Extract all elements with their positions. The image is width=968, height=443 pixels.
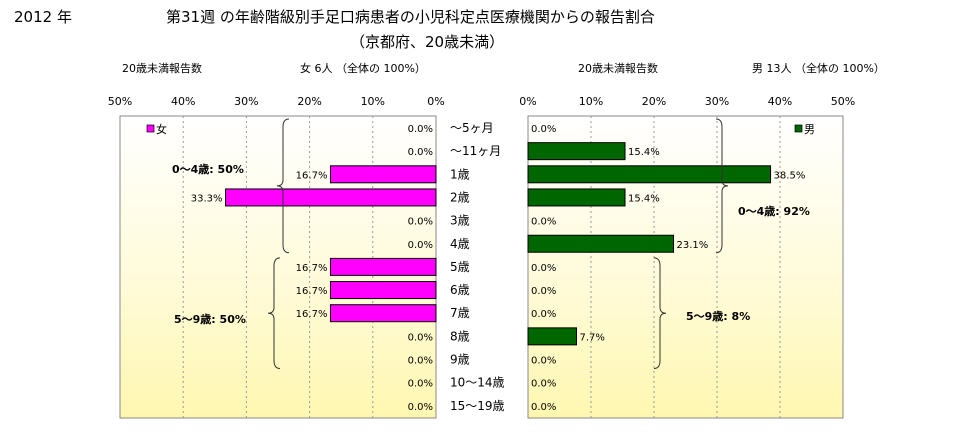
category-label: 9歳 [450,353,470,367]
right-annotation-5-9: 5～9歳: 8% [686,309,750,323]
left-report-total: 女 6人 （全体の 100%） [300,62,426,75]
female-data-label: 0.0% [408,217,433,228]
left-x-tick-label: 30% [234,95,258,108]
right-brace-5-9 [653,257,667,369]
left-annotation-5-9: 5～9歳: 50% [174,312,246,326]
male-data-label: 0.0% [531,263,556,274]
year-label: 2012 年 [14,8,72,26]
category-label: 15～19歳 [450,399,505,413]
male-bar [527,327,578,346]
category-label: 6歳 [450,283,470,297]
category-label: 8歳 [450,329,470,343]
male-data-label: 0.0% [531,309,556,320]
male-data-label: 0.0% [531,124,556,135]
male-data-label: 38.5% [774,170,806,181]
male-data-label: 15.4% [628,147,660,158]
category-label: 2歳 [450,190,470,204]
female-legend-swatch [146,124,155,133]
right-x-tick-label: 0% [519,95,536,108]
right-plot-area [527,115,844,419]
left-x-tick-label: 0% [427,95,444,108]
male-data-label: 7.7% [580,332,605,343]
left-x-tick-label: 20% [297,95,321,108]
male-bar [527,234,675,253]
female-data-label: 16.7% [296,309,328,320]
male-legend-swatch [794,124,803,133]
category-label: 3歳 [450,214,470,228]
category-label: 4歳 [450,237,470,251]
male-data-label: 0.0% [531,379,556,390]
right-x-tick-label: 50% [831,95,855,108]
female-data-label: 0.0% [408,332,433,343]
right-x-tick-label: 20% [642,95,666,108]
male-data-label: 0.0% [531,356,556,367]
left-x-tick-label: 10% [361,95,385,108]
left-x-tick-label: 40% [171,95,195,108]
right-x-tick-label: 30% [705,95,729,108]
left-brace-5-9 [267,257,281,369]
female-data-label: 16.7% [296,263,328,274]
male-data-label: 15.4% [628,193,660,204]
category-label: 1歳 [450,167,470,181]
chart-title: 第31週 の年齢階級別手足口病患者の小児科定点医療機関からの報告割合 [166,8,655,26]
right-brace-0-4 [715,118,729,254]
female-data-label: 0.0% [408,356,433,367]
right-annotation-0-4: 0～4歳: 92% [738,204,810,218]
female-data-label: 0.0% [408,379,433,390]
left-annotation-0-4: 0～4歳: 50% [172,162,244,176]
female-legend-label: 女 [156,122,167,136]
left-x-tick-label: 50% [108,95,132,108]
female-bar [329,165,437,184]
female-data-label: 0.0% [408,402,433,413]
category-label: 5歳 [450,260,470,274]
right-x-tick-label: 40% [768,95,792,108]
male-bar [527,142,626,161]
category-label: 10～14歳 [450,376,505,390]
female-data-label: 33.3% [191,193,223,204]
male-bar [527,188,626,207]
right-x-tick-label: 10% [579,95,603,108]
female-data-label: 0.0% [408,124,433,135]
female-data-label: 16.7% [296,286,328,297]
right-report-total: 男 13人 （全体の 100%） [752,62,885,75]
female-data-label: 0.0% [408,240,433,251]
female-data-label: 16.7% [296,170,328,181]
category-label: ～11ヶ月 [450,144,501,158]
category-label: 7歳 [450,306,470,320]
female-bar [225,188,437,207]
male-bar [527,165,772,184]
female-data-label: 0.0% [408,147,433,158]
male-data-label: 0.0% [531,286,556,297]
male-legend-label: 男 [804,123,815,136]
chart-subtitle: （京都府、20歳未満） [350,33,505,51]
male-data-label: 0.0% [531,217,556,228]
male-data-label: 0.0% [531,402,556,413]
right-report-caption: 20歳未満報告数 [578,62,658,75]
female-bar [329,304,437,323]
left-report-caption: 20歳未満報告数 [122,62,202,75]
left-brace-0-4 [276,118,290,254]
male-data-label: 23.1% [677,240,709,251]
female-bar [329,281,437,300]
category-label: ～5ヶ月 [450,121,494,135]
female-bar [329,257,437,276]
